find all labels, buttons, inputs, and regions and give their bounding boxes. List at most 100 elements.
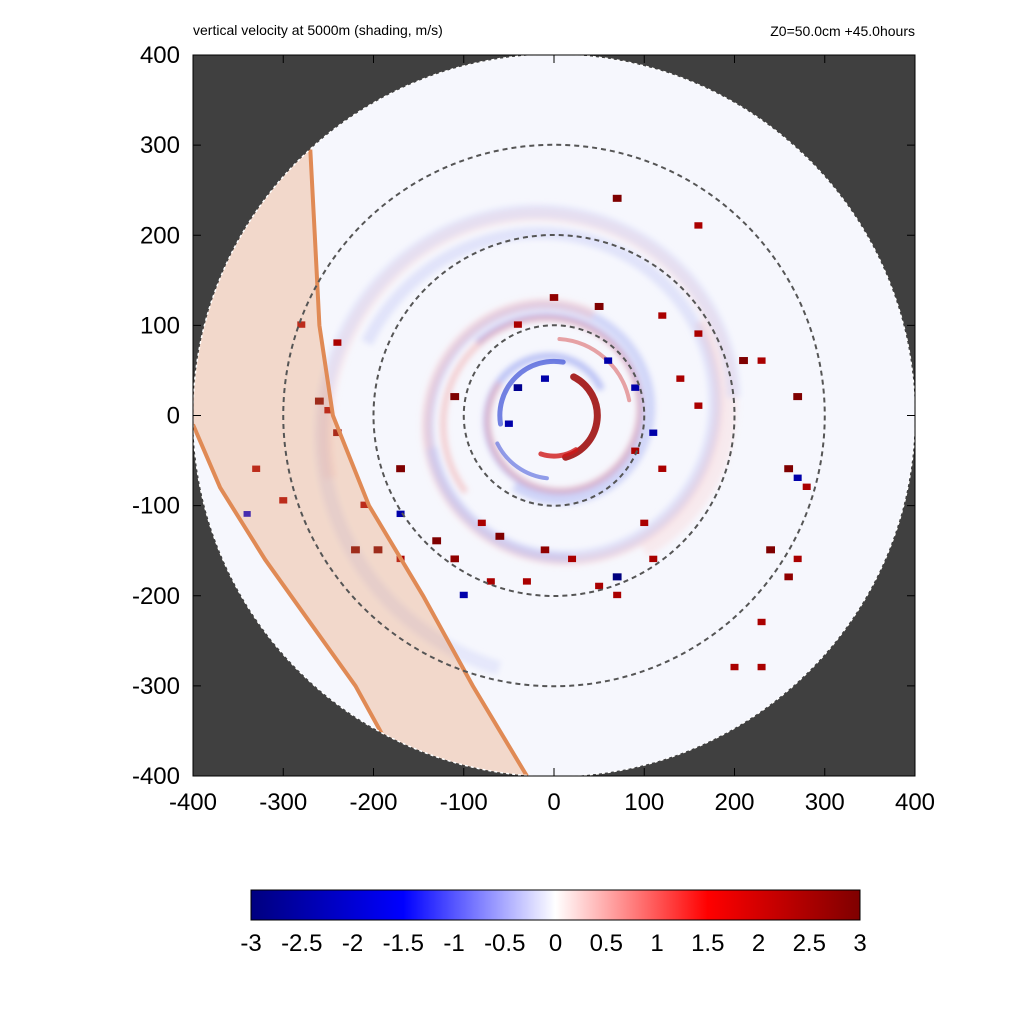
updraft-cell	[333, 429, 342, 437]
y-tick-label: 300	[140, 132, 180, 159]
updraft-cell	[594, 302, 604, 310]
updraft-cell	[766, 546, 775, 554]
range-ring-100	[462, 324, 646, 507]
downdraft-cell	[649, 429, 658, 436]
updraft-cell	[694, 330, 703, 337]
updraft-cell	[513, 321, 522, 328]
range-ring-300	[282, 143, 826, 688]
updraft-cell	[522, 578, 531, 585]
chart-subtitle: Z0=50.0cm +45.0hours	[770, 23, 915, 39]
colorbar-tick-label: -3	[240, 930, 261, 957]
x-tick-label: -100	[440, 789, 488, 816]
updraft-cell	[658, 312, 667, 319]
colorbar-tick-label: 0	[549, 930, 562, 957]
updraft-cell	[793, 393, 803, 401]
updraft-cell	[640, 519, 649, 527]
rainband	[314, 204, 741, 675]
colorbar-tick-label: 1.5	[691, 930, 724, 957]
downdraft-cell	[612, 573, 622, 581]
y-tick-label: -300	[132, 673, 180, 700]
updraft-cell	[595, 582, 604, 590]
updraft-cell	[612, 194, 622, 202]
updraft-cell	[450, 555, 459, 563]
y-tick-label: -100	[132, 493, 180, 520]
updraft-cell	[676, 375, 685, 382]
eyewall-updraft	[562, 373, 601, 461]
eyewall-downdraft	[495, 441, 549, 481]
spiral-bands	[314, 204, 741, 675]
domain-disk	[193, 55, 915, 776]
updraft-cell	[793, 555, 802, 563]
y-tick-label: -400	[132, 763, 180, 790]
updraft-cell	[784, 465, 794, 473]
downdraft-cell	[459, 591, 468, 599]
velocity-field	[193, 55, 915, 776]
updraft-cell	[658, 465, 667, 472]
updraft-cell	[613, 591, 622, 599]
colorbar-tick-label: -2	[342, 930, 363, 957]
colorbar-tick-label: 2.5	[793, 930, 826, 957]
updraft-cell	[757, 618, 766, 626]
updraft-cell	[540, 546, 550, 554]
eyewall-updraft	[538, 447, 579, 459]
y-tick-label: 0	[167, 403, 180, 430]
y-tick-label: 100	[140, 312, 180, 339]
updraft-cell	[314, 397, 324, 405]
downdraft-cell	[604, 357, 613, 364]
downdraft-cell	[793, 474, 802, 481]
range-rings	[282, 143, 826, 688]
updraft-cell	[757, 357, 766, 364]
x-tick-label: 200	[714, 789, 754, 816]
colorbar-tick-label: -1.5	[383, 930, 424, 957]
downdraft-cell	[540, 375, 549, 382]
convective-cells	[243, 194, 811, 671]
updraft-cell	[333, 339, 342, 346]
colorbar-tick-label: 0.5	[590, 930, 623, 957]
colorbar-tick-label: -1	[443, 930, 464, 957]
shaded-band-left-edge	[193, 423, 407, 776]
y-tick-label: 200	[140, 222, 180, 249]
x-tick-label: 400	[895, 789, 935, 816]
updraft-cell	[784, 573, 793, 581]
colorbar-tick-label: 3	[853, 930, 866, 957]
colorbar-tick-label: 2	[752, 930, 765, 957]
updraft-cell	[694, 402, 703, 409]
plot-area	[193, 55, 915, 776]
updraft-cell	[432, 537, 442, 545]
updraft-cell	[549, 294, 559, 301]
updraft-cell	[396, 465, 405, 473]
x-tick-label: -400	[169, 789, 217, 816]
downdraft-cell	[396, 510, 405, 518]
x-tick-label: -300	[259, 789, 307, 816]
updraft-cell	[477, 519, 486, 527]
colorbar	[250, 889, 861, 921]
colorbar-tick-label: 1	[650, 930, 663, 957]
updraft-cell	[568, 555, 577, 563]
downdraft-cell	[513, 384, 523, 392]
updraft-cell	[279, 497, 288, 504]
downdraft-cell	[631, 384, 640, 391]
downdraft-cell	[243, 511, 251, 517]
updraft-cell	[730, 663, 739, 671]
updraft-cell	[351, 546, 360, 554]
shaded-band-fill	[193, 55, 527, 776]
x-tick-label: -200	[349, 789, 397, 816]
updraft-cell	[739, 357, 748, 365]
downdraft-cell	[504, 420, 513, 427]
x-tick-label: 100	[624, 789, 664, 816]
eyewall-downdraft	[497, 358, 566, 427]
updraft-cell	[486, 578, 495, 585]
updraft-cell	[802, 483, 811, 490]
updraft-cell	[495, 532, 505, 540]
y-axis: 400 300 200 100 0 -100 -200 -300 -400	[132, 42, 915, 790]
colorbar-tick-label: -2.5	[281, 930, 322, 957]
x-tick-label: 300	[805, 789, 845, 816]
colorbar-tick-label: -0.5	[484, 930, 525, 957]
updraft-cell	[360, 501, 369, 509]
updraft-cell	[694, 222, 703, 229]
y-tick-label: -200	[132, 583, 180, 610]
updraft-cell	[757, 663, 766, 671]
updraft-cell	[373, 546, 383, 554]
updraft-cell	[297, 321, 306, 328]
